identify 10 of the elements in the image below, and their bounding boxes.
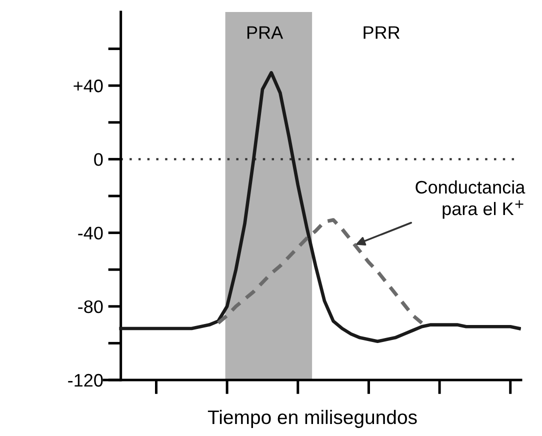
y-tick-label: -80 [78,300,103,314]
y-tick-label: -40 [78,226,103,240]
y-tick-label: -120 [68,374,103,387]
annotation: PRA [247,26,284,39]
text: Conductancia para el K$^{+}$ [416,180,526,219]
annotation: PRR [364,26,400,39]
x-axis-title: Tiempo en milisegundos [208,410,417,428]
y-tick-label: 0 [94,153,103,166]
y-tick-label: +40 [74,80,103,92]
line-series [216,218,424,325]
